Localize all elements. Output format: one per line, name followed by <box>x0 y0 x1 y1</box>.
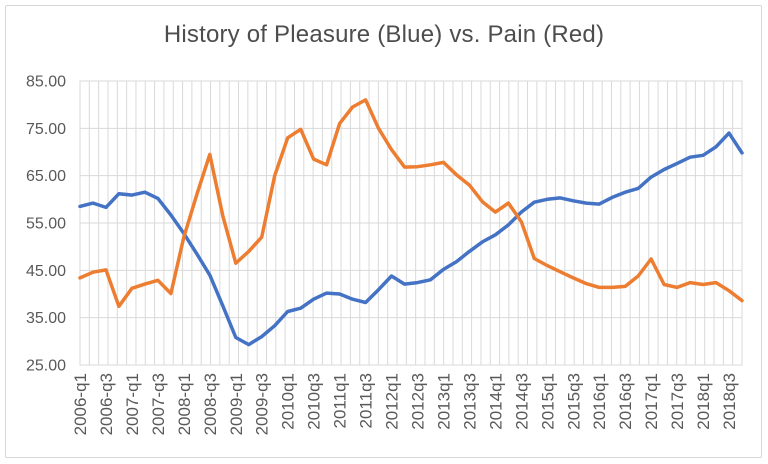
x-axis-label: 2007-q1 <box>123 373 142 435</box>
plot-border <box>79 80 743 366</box>
x-axis-label: 2013q3 <box>460 373 479 430</box>
x-axis-label: 2017q1 <box>642 373 661 430</box>
x-axis-label: 2009-q3 <box>253 373 272 435</box>
x-axis-label: 2006-q3 <box>97 373 116 435</box>
x-axis-label: 2010q3 <box>305 373 324 430</box>
x-axis-label: 2014q1 <box>486 373 505 430</box>
x-axis-label: 2008-q1 <box>175 373 194 435</box>
x-axis-label: 2014q3 <box>512 373 531 430</box>
x-axis-label: 2007-q3 <box>149 373 168 435</box>
chart-title: History of Pleasure (Blue) vs. Pain (Red… <box>163 21 605 48</box>
y-axis-label: 65.00 <box>26 168 66 185</box>
x-axis-label: 2006-q1 <box>71 373 90 435</box>
x-axis-label: 2017q3 <box>668 373 687 430</box>
x-axis-label: 2009-q1 <box>227 373 246 435</box>
x-axis-label: 2013q1 <box>434 373 453 430</box>
y-axis-label: 75.00 <box>26 121 66 138</box>
x-axis-label: 2008-q3 <box>201 373 220 435</box>
pleasure-line <box>78 131 744 347</box>
x-axis-label: 2010q1 <box>279 373 298 430</box>
y-axis-label: 55.00 <box>26 216 66 233</box>
y-axis-label: 25.00 <box>26 358 66 375</box>
y-axis-label: 45.00 <box>26 263 66 280</box>
pain-line <box>78 98 744 309</box>
x-axis-label: 2015q3 <box>564 373 583 430</box>
x-axis-label: 2018q1 <box>694 373 713 430</box>
y-axis-label: 85.00 <box>26 74 66 91</box>
y-axis-label: 35.00 <box>26 310 66 327</box>
x-axis-label: 2011q3 <box>357 373 376 428</box>
x-axis-label: 2012q1 <box>383 373 402 430</box>
x-axis-label: 2016q3 <box>616 373 635 430</box>
x-axis-label: 2016q1 <box>590 373 609 430</box>
x-axis-label: 2018q3 <box>720 373 739 430</box>
x-axis-label: 2012q3 <box>408 373 427 430</box>
x-axis-label: 2015q1 <box>538 373 557 430</box>
x-axis-label: 2011q1 <box>331 373 350 428</box>
